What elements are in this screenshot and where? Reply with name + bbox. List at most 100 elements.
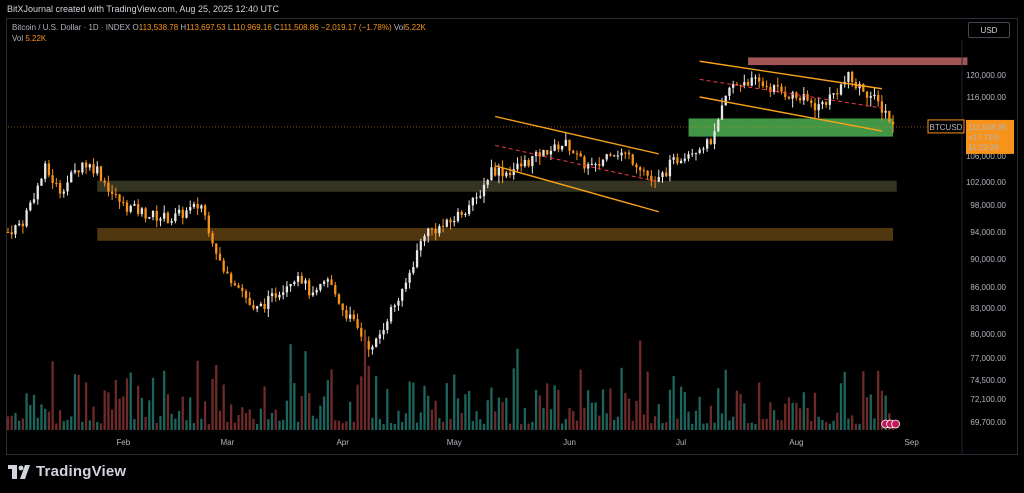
volume-bar xyxy=(189,397,192,430)
volume-bar xyxy=(520,423,523,430)
volume-bar xyxy=(851,415,854,430)
volume-bar xyxy=(586,390,590,430)
candle-body xyxy=(869,96,872,98)
candle-body xyxy=(847,71,850,83)
candle-body xyxy=(118,194,121,202)
candle-body xyxy=(717,119,720,132)
volume-bar xyxy=(527,423,530,430)
candle-body xyxy=(107,182,110,192)
candle-body xyxy=(382,329,385,335)
volume-bar xyxy=(821,419,824,430)
volume-bar xyxy=(475,411,478,430)
volume-bar xyxy=(311,415,315,430)
volume-bar xyxy=(512,368,515,430)
candle-body xyxy=(412,267,415,273)
candle-body xyxy=(802,94,805,101)
volume-bar xyxy=(553,385,556,430)
volume-bar xyxy=(687,411,690,430)
brand-name: TradingView xyxy=(36,463,127,480)
candle-body xyxy=(661,172,664,178)
candle-body xyxy=(839,84,843,95)
candle-body xyxy=(627,152,631,155)
candle-body xyxy=(77,170,80,173)
volume-bar xyxy=(163,370,166,430)
volume-bar xyxy=(267,419,270,430)
volume-bar xyxy=(166,394,170,430)
candle-body xyxy=(282,292,285,295)
candle-body xyxy=(263,303,266,309)
candle-body xyxy=(553,144,556,151)
candle-body xyxy=(709,139,712,145)
candle-body xyxy=(531,156,534,167)
candle-body xyxy=(572,150,575,154)
currency-button[interactable]: USD xyxy=(968,22,1010,38)
volume-bar xyxy=(880,390,884,430)
volume-bar xyxy=(73,374,77,430)
volume-bar xyxy=(869,394,872,430)
x-tick-label: Jul xyxy=(676,438,686,447)
candle-body xyxy=(579,153,582,157)
low-label: L xyxy=(227,23,233,32)
candle-body xyxy=(743,82,746,86)
candle-body xyxy=(337,294,341,304)
volume-bar xyxy=(378,419,382,430)
candle-body xyxy=(877,94,880,102)
candle-body xyxy=(326,279,329,282)
candle-body xyxy=(192,203,196,208)
volume-bar xyxy=(259,408,263,430)
candle-body xyxy=(44,163,47,179)
volume-bar xyxy=(218,410,222,430)
volume-bar xyxy=(6,416,10,430)
candle-body xyxy=(564,139,567,146)
volume-bar xyxy=(453,374,456,430)
candle-body xyxy=(267,296,270,309)
candle-body xyxy=(806,94,809,101)
candle-body xyxy=(724,95,727,106)
candle-body xyxy=(679,160,683,164)
candle-body xyxy=(884,110,887,113)
candle-body xyxy=(174,213,177,222)
candle-body xyxy=(880,101,884,113)
volume-bar xyxy=(501,401,504,430)
candle-body xyxy=(29,202,32,211)
volume-bar xyxy=(256,423,259,430)
candle-body xyxy=(609,154,612,156)
volume-bar xyxy=(720,413,724,430)
volume-bar xyxy=(806,407,809,430)
volume-bar xyxy=(81,421,84,430)
volume-bar xyxy=(546,383,549,430)
volume-bar xyxy=(534,389,538,430)
candle-body xyxy=(438,226,441,234)
volume-bar xyxy=(66,419,69,430)
candle-body xyxy=(137,204,140,214)
candle-body xyxy=(252,304,255,309)
candle-body xyxy=(36,185,39,200)
volume-bar xyxy=(635,400,638,430)
candle-body xyxy=(713,131,716,145)
volume-bar xyxy=(29,404,32,430)
volume-bar xyxy=(252,418,255,430)
volume-bar xyxy=(77,374,80,430)
tradingview-logo-icon xyxy=(8,464,30,479)
volume-bar xyxy=(694,410,698,430)
candle-body xyxy=(6,232,10,233)
candle-body xyxy=(520,163,523,167)
candle-body xyxy=(155,210,158,221)
candle-body xyxy=(761,81,765,87)
volume-bar xyxy=(282,419,285,430)
candle-body xyxy=(631,154,634,165)
candle-body xyxy=(233,283,236,286)
volume-bar xyxy=(605,413,608,430)
volume-bar xyxy=(222,384,225,430)
candle-body xyxy=(772,85,776,92)
candle-body xyxy=(698,149,701,153)
volume-bar xyxy=(661,423,664,430)
candle-body xyxy=(817,104,820,111)
candle-body xyxy=(62,191,65,194)
volume-bar xyxy=(192,423,196,430)
y-tick-label: 102,000.00 xyxy=(966,178,1007,187)
symbol-title[interactable]: Bitcoin / U.S. Dollar · 1D · INDEX xyxy=(12,23,131,32)
close-label: C xyxy=(274,23,280,32)
volume-bar xyxy=(177,410,181,430)
